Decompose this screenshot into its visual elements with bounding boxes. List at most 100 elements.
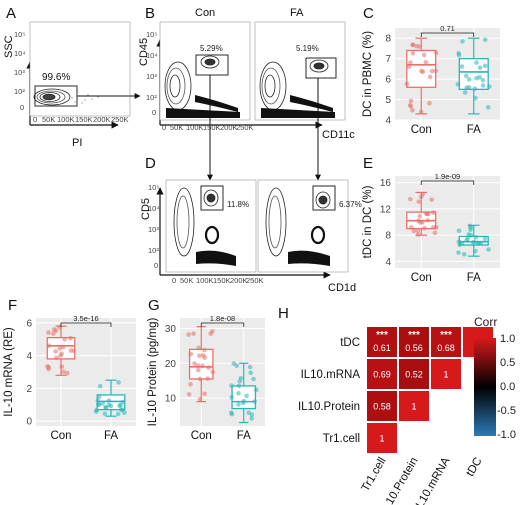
y-tick-label: 20: [165, 359, 177, 370]
x-tick-label: FA: [467, 272, 481, 284]
data-point: [244, 393, 249, 399]
svg-text:10⁴: 10⁴: [148, 204, 160, 213]
data-point: [474, 75, 479, 81]
panel-label-e: E: [363, 155, 373, 172]
svg-text:0: 0: [152, 108, 156, 117]
data-point: [418, 109, 424, 115]
y-tick-label: 12: [380, 204, 392, 215]
data-point: [421, 52, 427, 58]
data-point: [455, 81, 461, 87]
flow-b-fa-title: FA: [290, 7, 304, 19]
panel-label-f: F: [8, 297, 17, 314]
significance-bracket: [60, 322, 112, 327]
svg-text:10⁵: 10⁵: [148, 183, 159, 192]
box-plot-e: 4 8 12 16 Con FA 1.9e-09 tDC in DC (%): [362, 172, 500, 284]
data-point: [404, 81, 410, 87]
data-point: [456, 250, 461, 255]
svg-text:50K: 50K: [180, 276, 193, 285]
data-point: [71, 348, 77, 354]
data-point: [236, 383, 242, 389]
y-tick-label: 8: [385, 34, 391, 45]
flow-a-yticks: 10⁵ 10⁴ 10³ 10² 0: [14, 30, 26, 112]
x-tick-label: Con: [411, 272, 432, 284]
flow-a-xticks: 0 50K 100K 150K 200K 250K: [33, 115, 129, 124]
data-point: [95, 398, 101, 403]
x-tick-label: FA: [104, 430, 118, 442]
data-point: [196, 345, 201, 351]
data-point: [237, 378, 243, 384]
data-point: [459, 64, 465, 69]
data-point: [46, 330, 51, 335]
data-point: [429, 68, 435, 74]
data-point: [468, 225, 474, 230]
svg-text:50K: 50K: [170, 123, 183, 132]
data-point: [229, 383, 234, 388]
data-point: [466, 77, 472, 82]
data-point: [54, 355, 59, 361]
svg-text:150K: 150K: [213, 276, 231, 285]
heatmap-cell-value: 0.69: [373, 370, 391, 380]
data-point: [46, 343, 52, 349]
svg-text:0: 0: [162, 123, 166, 132]
data-point: [485, 105, 491, 110]
significance-bracket: [200, 322, 245, 327]
data-point: [53, 328, 59, 333]
heatmap-row-label: IL10.mRNA: [301, 369, 361, 381]
data-point: [473, 235, 479, 240]
data-point: [122, 410, 127, 416]
data-point: [93, 409, 99, 414]
data-point: [415, 228, 421, 234]
heatmap-cell-value: 0.68: [437, 343, 455, 353]
flow-a-ylabel: SSC: [3, 35, 15, 58]
significance-bracket: [420, 32, 475, 37]
data-point: [474, 60, 479, 65]
svg-text:200K: 200K: [230, 276, 248, 285]
data-point: [475, 240, 481, 246]
data-point: [116, 380, 121, 385]
y-tick-label: 30: [165, 324, 177, 335]
data-point: [473, 95, 478, 101]
flow-d-xticks: 0 50K 100K 150K 200K 250K: [172, 276, 264, 285]
data-point: [96, 394, 102, 400]
flow-d-yticks: 10⁵ 10⁴ 10³ 10² 0: [148, 183, 160, 270]
flow-a-ytick: 10²: [14, 87, 25, 96]
svg-text:10⁴: 10⁴: [146, 51, 158, 60]
data-point: [68, 335, 73, 341]
data-point: [195, 363, 201, 369]
data-point: [462, 90, 468, 95]
flow-plot-d: 10⁵ 10⁴ 10³ 10² 0 0 50K 100K 150K 200K 2…: [140, 179, 362, 294]
y-tick-label: 4: [385, 257, 391, 268]
heatmap-cell: [431, 359, 461, 389]
svg-text:250K: 250K: [246, 276, 264, 285]
data-point: [456, 228, 462, 234]
data-point: [471, 239, 477, 244]
flow-d-con-pct: 11.8%: [227, 200, 249, 209]
heatmap-cell-value: 1: [379, 434, 384, 444]
data-point: [249, 416, 255, 421]
panel-label-g: G: [148, 297, 160, 314]
data-point: [433, 50, 439, 56]
data-point: [120, 399, 126, 405]
flow-a-xlabel: PI: [72, 137, 82, 149]
svg-text:10³: 10³: [148, 225, 159, 234]
svg-text:250K: 250K: [236, 123, 254, 132]
corr-legend-tick: 0.0: [500, 381, 515, 393]
data-point: [410, 42, 416, 48]
data-point: [425, 211, 431, 217]
heatmap-row-label: tDC: [340, 337, 360, 349]
svg-text:10⁵: 10⁵: [146, 30, 157, 39]
flow-a-xtick: 250K: [111, 115, 129, 124]
data-point: [251, 376, 256, 382]
data-point: [427, 74, 433, 80]
p-value-label: 3.5e-16: [73, 314, 98, 323]
flow-plot-a: 10⁵ 10⁴ 10³ 10² 0 0 50K 100K 150K 200K 2…: [3, 21, 131, 149]
data-point: [247, 364, 253, 370]
data-point: [108, 403, 114, 409]
heatmap-cell: [399, 359, 429, 389]
data-point: [65, 370, 70, 376]
data-point: [197, 353, 202, 358]
corr-legend: Corr 1.0 0.5 0.0 -0.5 -1.0: [474, 315, 516, 441]
data-point: [482, 236, 488, 242]
data-point: [236, 391, 241, 396]
data-point: [53, 349, 58, 354]
